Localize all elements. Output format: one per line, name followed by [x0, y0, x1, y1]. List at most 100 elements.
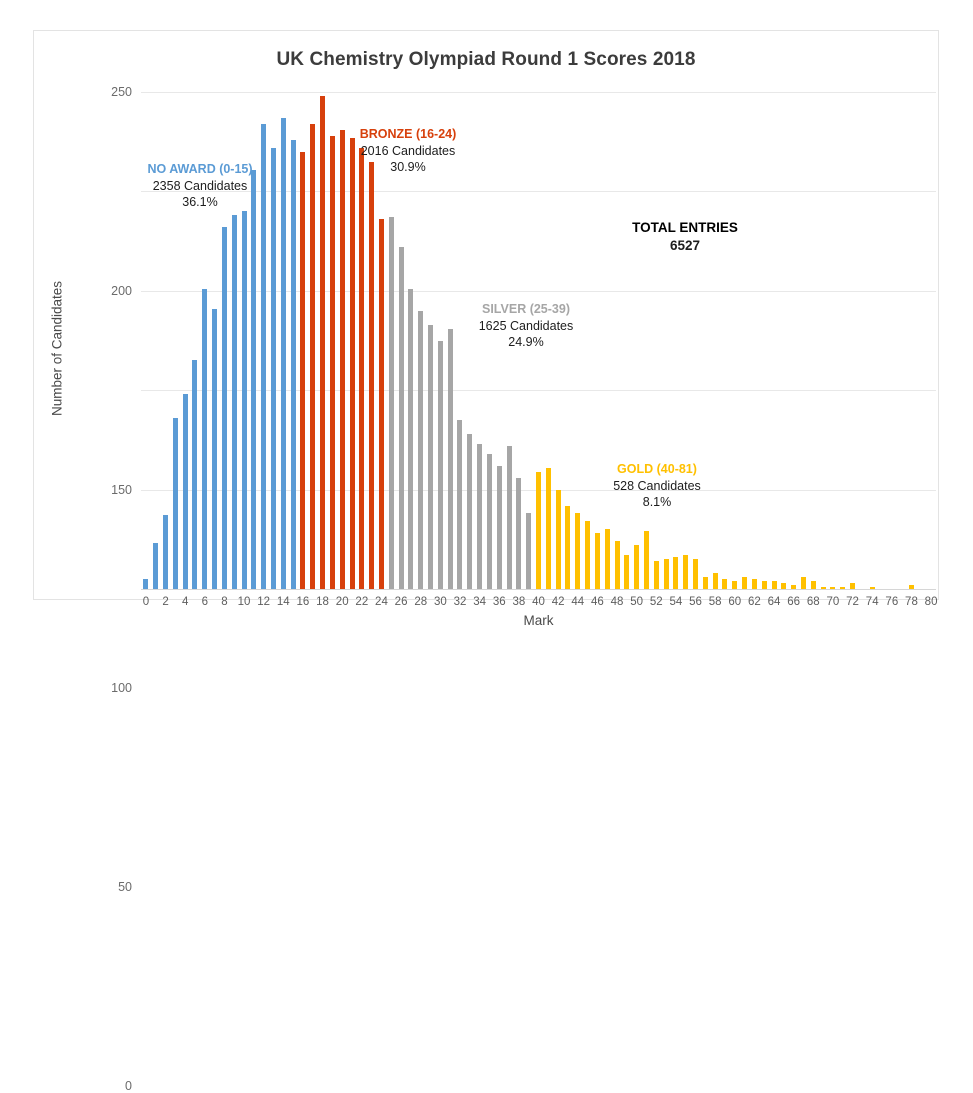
bar-gold-mark-69: [820, 587, 826, 589]
bar-silver-mark-28: [418, 310, 424, 589]
bar-silver-mark-38: [516, 477, 522, 589]
annotation-gold: GOLD (40-81) 528 Candidates 8.1%: [562, 461, 752, 511]
bar-no-award-mark-3: [172, 418, 178, 589]
bar-bronze-mark-16: [300, 151, 306, 589]
annotation-no-award-title: NO AWARD (0-15): [147, 162, 253, 176]
bar-gold-mark-52: [653, 561, 659, 589]
bar-bronze-mark-18: [320, 95, 326, 589]
x-tick-label-54: 54: [669, 596, 683, 608]
annotation-bronze-candidates: 2016 Candidates: [360, 143, 456, 158]
bar-silver-mark-34: [477, 443, 483, 589]
bar-silver-mark-29: [428, 324, 434, 589]
annotation-gold-title: GOLD (40-81): [617, 462, 697, 476]
x-tick-label-62: 62: [748, 596, 761, 608]
bar-no-award-mark-15: [290, 139, 296, 589]
bar-bronze-mark-23: [369, 161, 375, 589]
bar-gold-mark-48: [614, 541, 620, 589]
x-tick-label-80: 80: [924, 596, 938, 608]
y-tick-label-200: 200: [111, 283, 132, 298]
annotation-bronze: BRONZE (16-24) 2016 Candidates 30.9%: [313, 126, 503, 176]
y-tick-label-100: 100: [111, 681, 132, 696]
bar-gold-mark-57: [702, 577, 708, 589]
annotation-silver-percent: 24.9%: [508, 335, 544, 349]
bar-gold-mark-53: [663, 559, 669, 589]
x-tick-label-24: 24: [375, 596, 388, 608]
bar-gold-mark-46: [594, 533, 600, 589]
x-tick-label-52: 52: [649, 596, 663, 608]
x-tick-label-40: 40: [532, 596, 545, 608]
bar-gold-mark-66: [791, 585, 797, 589]
x-tick-label-46: 46: [590, 596, 604, 608]
x-tick-label-76: 76: [885, 596, 899, 608]
bar-silver-mark-39: [526, 513, 532, 589]
bar-bronze-mark-24: [378, 219, 384, 589]
bar-gold-mark-71: [840, 587, 846, 589]
y-tick-label-0: 0: [125, 1079, 132, 1093]
bar-gold-mark-63: [761, 581, 767, 589]
bar-gold-mark-70: [830, 587, 836, 589]
bar-silver-mark-32: [457, 420, 463, 589]
annotation-bronze-percent: 30.9%: [390, 160, 426, 174]
bar-gold-mark-56: [693, 559, 699, 589]
bar-gold-mark-65: [781, 583, 787, 589]
annotation-total-entries: TOTAL ENTRIES 6527: [575, 219, 795, 255]
bar-gold-mark-40: [536, 471, 541, 589]
bar-gold-mark-59: [722, 579, 728, 589]
x-tick-label-12: 12: [257, 596, 271, 608]
bar-silver-mark-36: [496, 465, 502, 589]
screenshot-root: UK Chemistry Olympiad Round 1 Scores 201…: [33, 30, 939, 1093]
bar-no-award-mark-8: [221, 227, 227, 589]
bar-no-award-mark-11: [251, 169, 257, 589]
bar-no-award-mark-0: [143, 579, 149, 589]
x-tick-label-26: 26: [394, 596, 408, 608]
x-axis-title: Mark: [523, 613, 554, 628]
bar-gold-mark-54: [673, 557, 679, 589]
bar-bronze-mark-17: [310, 123, 316, 589]
x-tick-label-20: 20: [335, 596, 349, 608]
bar-gold-mark-49: [624, 555, 630, 589]
x-tick-label-60: 60: [728, 596, 742, 608]
plot-inner: 0 50 100 150 200 250: [111, 85, 936, 1093]
x-tick-label-64: 64: [767, 596, 781, 608]
x-tick-label-18: 18: [316, 596, 329, 608]
annotation-total-value: 6527: [669, 237, 701, 253]
bar-no-award-mark-5: [192, 360, 198, 589]
bar-gold-mark-68: [810, 581, 816, 589]
y-tick-label-250: 250: [111, 85, 132, 99]
bar-gold-mark-58: [712, 573, 718, 589]
bar-no-award-mark-13: [271, 147, 276, 589]
x-tick-label-22: 22: [355, 596, 369, 608]
x-axis-ticks: 0 2 4 6 8 10 12 14 16 18 20 22 24 26 28 30 32 34 36 38 40 42 4…: [141, 589, 938, 611]
annotation-silver-title: SILVER (25-39): [482, 302, 570, 316]
bar-gold-mark-50: [634, 545, 640, 589]
annotation-silver: SILVER (25-39) 1625 Candidates 24.9%: [431, 301, 621, 351]
x-tick-label-10: 10: [237, 596, 251, 608]
bar-gold-mark-62: [751, 579, 757, 589]
bar-bronze-mark-19: [329, 135, 335, 589]
bar-bronze-mark-20: [339, 129, 345, 589]
x-tick-label-74: 74: [865, 596, 879, 608]
bar-no-award-mark-10: [241, 211, 247, 589]
x-tick-label-44: 44: [571, 596, 585, 608]
x-tick-label-28: 28: [414, 596, 428, 608]
x-tick-label-2: 2: [162, 596, 169, 608]
bar-bronze-mark-22: [359, 147, 365, 589]
bar-gold-mark-42: [555, 489, 561, 589]
x-tick-label-78: 78: [905, 596, 918, 608]
x-tick-label-72: 72: [846, 596, 859, 608]
annotation-no-award-percent: 36.1%: [182, 195, 218, 209]
bar-silver-mark-25: [388, 217, 394, 589]
bar-gold-mark-61: [742, 577, 748, 589]
bar-no-award-mark-1: [153, 543, 159, 589]
annotation-total-title: TOTAL ENTRIES: [632, 220, 738, 235]
annotation-gold-candidates: 528 Candidates: [613, 478, 701, 493]
bar-silver-mark-33: [467, 433, 473, 589]
gridline-200: 200: [111, 191, 936, 298]
x-tick-label-50: 50: [630, 596, 644, 608]
bar-silver-mark-27: [408, 288, 414, 589]
x-tick-label-4: 4: [181, 596, 189, 608]
gridline-150: 150: [111, 290, 936, 497]
bar-gold-mark-45: [585, 521, 591, 589]
x-tick-label-14: 14: [276, 596, 290, 608]
x-tick-label-70: 70: [826, 596, 840, 608]
